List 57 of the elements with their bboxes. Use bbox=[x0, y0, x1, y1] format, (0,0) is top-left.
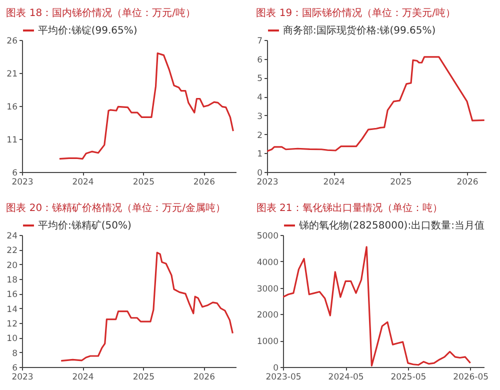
y-tick-label: 7 bbox=[257, 36, 262, 46]
x-tick-label: 2024 bbox=[72, 372, 94, 382]
y-tick-label: 3000 bbox=[256, 284, 278, 294]
chart-title: 图表 18：国内锑价情况（单位：万元/吨） bbox=[6, 7, 196, 19]
y-tick-label: 14 bbox=[6, 304, 18, 315]
x-tick-label: 2026 bbox=[193, 372, 215, 382]
y-tick-label: 16 bbox=[6, 102, 18, 112]
x-tick-label: 2025 bbox=[390, 178, 412, 188]
x-tick-label: 2025 bbox=[132, 178, 154, 188]
x-tick-label: 2023-05 bbox=[266, 372, 302, 382]
x-tick-label: 2024-05 bbox=[328, 372, 364, 382]
y-tick-label: 1000 bbox=[256, 337, 278, 348]
x-tick-label: 2024 bbox=[72, 178, 94, 188]
x-tick-label: 2025-05 bbox=[390, 372, 426, 382]
legend-label: 平均价:锑精矿(50%) bbox=[38, 220, 132, 232]
y-tick-label: 4000 bbox=[256, 258, 278, 268]
line-series bbox=[60, 252, 234, 362]
y-tick-label: 26 bbox=[6, 36, 18, 46]
y-tick-label: 0 bbox=[273, 364, 278, 374]
y-tick-label: 6 bbox=[12, 168, 18, 178]
y-tick-label: 21 bbox=[6, 70, 18, 80]
x-tick-label: 2024 bbox=[323, 178, 345, 188]
y-tick-label: 6 bbox=[12, 364, 18, 374]
line-series bbox=[283, 246, 472, 366]
y-tick-label: 16 bbox=[6, 290, 18, 300]
x-tick-label: 2023 bbox=[12, 178, 34, 188]
y-tick-label: 5000 bbox=[256, 232, 278, 242]
y-tick-label: 18 bbox=[6, 276, 18, 286]
y-tick-label: 4 bbox=[257, 93, 262, 104]
y-tick-label: 10 bbox=[6, 334, 18, 344]
y-tick-label: 2000 bbox=[256, 310, 278, 321]
x-tick-label: 2023 bbox=[12, 372, 34, 382]
x-tick-label: 2025 bbox=[132, 372, 154, 382]
x-tick-label: 2026 bbox=[193, 178, 215, 188]
chart-title: 图表 19：国际锑价情况（单位：万美元/吨） bbox=[256, 7, 456, 19]
legend-label: 商务部:国际现货价格:锑(99.65%) bbox=[283, 24, 436, 36]
y-tick-label: 22 bbox=[6, 246, 18, 256]
y-tick-label: 0 bbox=[257, 168, 262, 178]
legend-label: 锑的氧化物(28258000):出口数量:当月值 bbox=[298, 220, 484, 232]
chart-title: 图表 21：氧化锑出口量情况（单位：吨） bbox=[256, 202, 442, 214]
line-series bbox=[58, 52, 234, 160]
chart-title: 图表 20：锑精矿价格情况（单位：万元/金属吨） bbox=[6, 202, 226, 214]
y-tick-label: 3 bbox=[257, 112, 262, 122]
y-tick-label: 20 bbox=[6, 260, 18, 271]
y-tick-label: 12 bbox=[6, 320, 18, 330]
y-tick-label: 2 bbox=[257, 130, 262, 141]
y-tick-label: 8 bbox=[12, 348, 18, 359]
y-tick-label: 1 bbox=[257, 150, 262, 160]
legend-label: 平均价:锑锭(99.65%) bbox=[38, 24, 138, 36]
y-tick-label: 5 bbox=[257, 74, 262, 84]
x-tick-label: 2026 bbox=[456, 178, 478, 188]
y-tick-label: 6 bbox=[257, 55, 262, 66]
line-series bbox=[267, 56, 486, 152]
y-tick-label: 11 bbox=[6, 136, 18, 146]
x-tick-label: 2023 bbox=[256, 178, 278, 188]
x-tick-label: 2026-05 bbox=[453, 372, 489, 382]
y-tick-label: 24 bbox=[6, 232, 18, 242]
